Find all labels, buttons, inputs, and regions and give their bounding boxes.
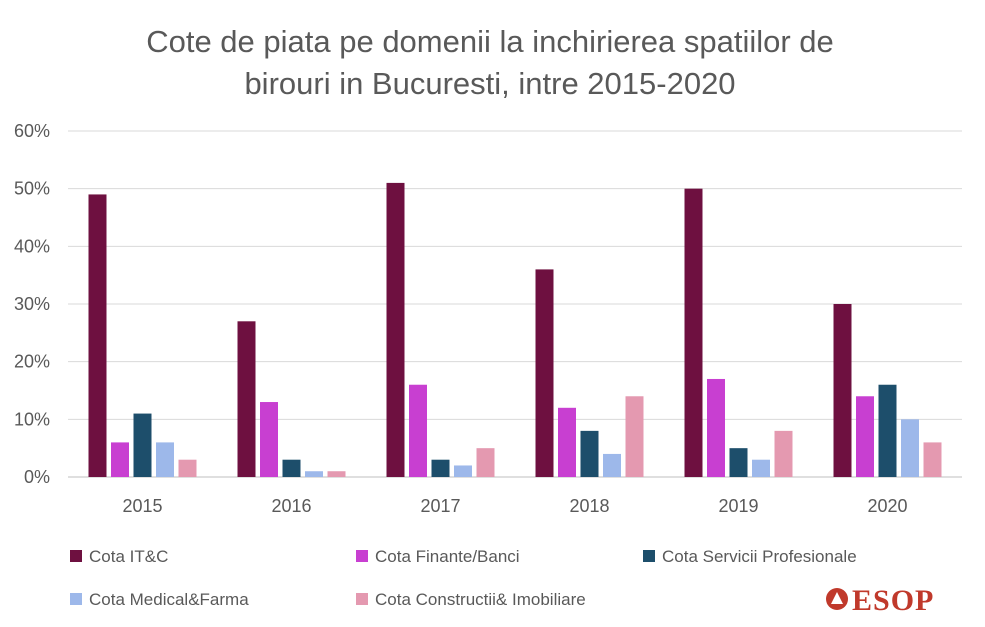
legend-label: Cota Medical&Farma — [89, 590, 249, 609]
y-tick-label: 60% — [14, 121, 50, 141]
y-tick-label: 20% — [14, 352, 50, 372]
x-tick-label: 2020 — [867, 496, 907, 516]
y-tick-label: 40% — [14, 236, 50, 256]
legend-label: Cota Constructii& Imobiliare — [375, 590, 586, 609]
x-tick-label: 2018 — [569, 496, 609, 516]
x-tick-label: 2016 — [271, 496, 311, 516]
bar — [707, 378, 725, 477]
bar — [923, 442, 942, 477]
legend-swatch — [70, 550, 82, 562]
bar — [156, 442, 174, 477]
legend-swatch — [643, 550, 655, 562]
y-axis-tick-labels: 0% 10% 20% 30% 40% 50% 60% — [14, 121, 50, 487]
bar — [535, 269, 554, 477]
bar — [684, 188, 703, 477]
bar — [409, 384, 427, 477]
legend-label: Cota IT&C — [89, 547, 168, 566]
bar — [178, 459, 197, 477]
bar — [752, 459, 770, 477]
chart-title-line-2: birouri in Bucuresti, intre 2015-2020 — [244, 66, 735, 101]
x-axis-tick-labels: 2015 2016 2017 2018 2019 2020 — [122, 496, 907, 516]
bar — [88, 194, 107, 477]
legend-swatch — [356, 593, 368, 605]
bar — [282, 459, 301, 477]
bar — [901, 419, 919, 477]
x-tick-label: 2017 — [420, 496, 460, 516]
bar — [729, 448, 748, 477]
chart-title: Cote de piata pe domenii la inchirierea … — [146, 24, 834, 101]
y-tick-label: 0% — [24, 467, 50, 487]
bar — [833, 304, 852, 477]
bar — [603, 453, 621, 477]
bar — [431, 459, 450, 477]
legend: Cota IT&C Cota Finante/Banci Cota Servicii… — [70, 547, 857, 609]
bar — [305, 471, 323, 477]
bar — [386, 182, 405, 477]
bar — [856, 396, 874, 477]
bar — [558, 407, 576, 477]
esop-logo-mark — [831, 592, 843, 604]
y-tick-label: 10% — [14, 409, 50, 429]
legend-label: Cota Finante/Banci — [375, 547, 520, 566]
bar — [625, 396, 644, 477]
x-tick-label: 2015 — [122, 496, 162, 516]
y-tick-label: 50% — [14, 179, 50, 199]
legend-swatch — [70, 593, 82, 605]
chart-title-line-1: Cote de piata pe domenii la inchirierea … — [146, 24, 834, 59]
bars — [88, 182, 942, 477]
bar — [454, 465, 472, 477]
legend-swatch — [356, 550, 368, 562]
y-tick-label: 30% — [14, 294, 50, 314]
gridlines — [68, 130, 962, 478]
legend-label: Cota Servicii Profesionale — [662, 547, 857, 566]
bar — [237, 321, 256, 477]
bar — [260, 402, 278, 477]
bar — [476, 448, 495, 477]
bar — [774, 430, 793, 477]
bar — [327, 471, 346, 477]
esop-logo: ESOP — [826, 584, 934, 617]
bar — [878, 384, 897, 477]
esop-logo-text: ESOP — [852, 584, 934, 617]
bar — [111, 442, 129, 477]
bar — [133, 413, 152, 477]
bar — [580, 430, 599, 477]
x-tick-label: 2019 — [718, 496, 758, 516]
